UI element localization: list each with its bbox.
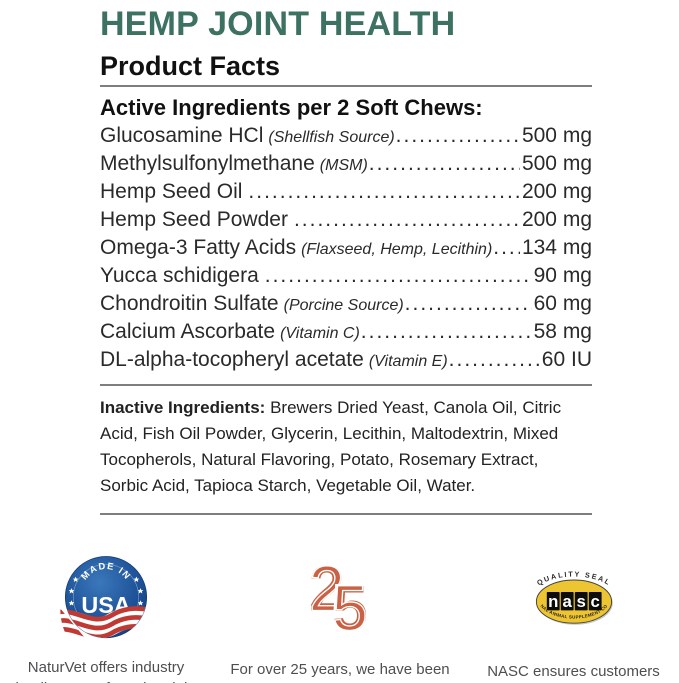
divider: [100, 384, 592, 386]
page-title: HEMP JOINT HEALTH: [100, 5, 456, 43]
table-row: Omega-3 Fatty Acids (Flaxseed, Hemp, Leci…: [100, 235, 592, 263]
table-row: Yucca schidigera .......................…: [100, 263, 592, 291]
ingredient-amount: 134 mg: [521, 236, 592, 259]
dot-leader: ........................................…: [493, 236, 520, 259]
ingredient-name: Omega-3 Fatty Acids (Flaxseed, Hemp, Leci…: [100, 235, 492, 263]
product-facts-heading: Product Facts: [100, 51, 281, 81]
ingredient-name: Hemp Seed Oil: [100, 179, 247, 207]
nasc-letter: c: [590, 592, 599, 611]
nasc-letter: a: [562, 592, 572, 611]
inactive-label: Inactive Ingredients:: [100, 398, 266, 417]
ingredient-name-text: Yucca schidigera: [100, 264, 259, 287]
dot-leader: ........................................…: [448, 348, 540, 371]
anniversary-caption: For over 25 years, we have been manufact…: [228, 661, 451, 683]
digit-2: 2: [309, 560, 345, 625]
inactive-line: Acid, Fish Oil Powder, Glycerin, Lecithi…: [100, 424, 559, 443]
nasc-quality-seal-icon: QUALITY SEAL n a s c: [514, 556, 613, 625]
dot-leader: ........................................…: [264, 264, 532, 287]
ingredient-amount: 200 mg: [521, 180, 592, 203]
table-row: Calcium Ascorbate (Vitamin C) ...........…: [100, 319, 592, 347]
ingredient-amount: 60 mg: [533, 292, 592, 315]
ingredient-note: (Porcine Source): [283, 297, 404, 314]
ingredient-amount: 90 mg: [533, 264, 592, 287]
ingredient-name-text: Hemp Seed Powder: [100, 208, 288, 231]
ingredient-amount: 200 mg: [521, 208, 592, 231]
ingredient-name-text: Omega-3 Fatty Acids: [100, 236, 297, 259]
inactive-ingredients: Inactive Ingredients: Brewers Dried Yeas…: [100, 386, 592, 509]
nasc-letters: n a s c: [546, 592, 602, 611]
digit-2-pinstripe: 2: [309, 560, 345, 625]
footer-column-nasc: QUALITY SEAL n a s c: [468, 556, 679, 683]
ingredient-name: Glucosamine HCl (Shellfish Source): [100, 123, 395, 151]
ingredient-name: Chondroitin Sulfate (Porcine Source): [100, 291, 404, 319]
25-years-badge-icon: 2 2 5 5: [309, 560, 370, 634]
ingredient-name-text: Calcium Ascorbate: [100, 320, 276, 343]
ingredient-name: Hemp Seed Powder: [100, 207, 293, 235]
ingredient-name-text: Chondroitin Sulfate: [100, 292, 279, 315]
nasc-caption: NASC ensures customers that they're rece…: [487, 663, 660, 680]
badge-container: 2 2 5 5: [309, 556, 371, 642]
ingredient-name-text: Hemp Seed Oil: [100, 180, 243, 203]
divider: [100, 85, 592, 87]
ingredient-note: (Flaxseed, Hemp, Lecithin): [301, 241, 493, 258]
dot-leader: ........................................…: [248, 180, 520, 203]
ingredient-note: (Vitamin E): [368, 353, 448, 370]
inactive-line: Sorbic Acid, Tapioca Starch, Vegetable O…: [100, 476, 476, 495]
ingredient-amount: 60 IU: [541, 348, 592, 371]
table-row: DL-alpha-tocopheryl acetate (Vitamin E) .…: [100, 347, 592, 375]
active-ingredients-list: Glucosamine HCl (Shellfish Source) ......…: [100, 123, 592, 375]
dot-leader: ........................................…: [395, 124, 520, 147]
ingredient-name-text: Glucosamine HCl: [100, 124, 264, 147]
nasc-letter: n: [548, 592, 558, 611]
dot-leader: ........................................…: [360, 320, 532, 343]
table-row: Chondroitin Sulfate (Porcine Source) ....…: [100, 291, 592, 319]
digit-5: 5: [332, 572, 368, 634]
dot-leader: ........................................…: [293, 208, 520, 231]
badge-container: MADE IN USA: [59, 556, 153, 642]
product-facts-panel: HEMP JOINT HEALTH Product Facts Active I…: [100, 4, 592, 515]
ingredient-name-text: Methylsulfonylmethane: [100, 152, 315, 175]
ingredient-amount: 58 mg: [533, 320, 592, 343]
dot-leader: ........................................…: [404, 292, 532, 315]
ingredient-amount: 500 mg: [521, 124, 592, 147]
footer-column-usa: MADE IN USA NaturVet offers industry lea…: [0, 556, 212, 683]
inactive-text: Brewers Dried Yeast, Canola Oil, Citric: [270, 398, 562, 417]
dot-leader: ........................................…: [368, 152, 520, 175]
footer-column-anniversary: 2 2 5 5 For over 25 years, we have been …: [212, 556, 468, 683]
usa-caption: NaturVet offers industry leading manufac…: [16, 659, 197, 683]
ingredient-note: (Vitamin C): [280, 325, 360, 342]
made-in-usa-badge-icon: MADE IN USA: [60, 556, 148, 640]
ingredient-name: DL-alpha-tocopheryl acetate (Vitamin E): [100, 347, 448, 375]
table-row: Hemp Seed Powder .......................…: [100, 207, 592, 235]
ingredient-note: (Shellfish Source): [268, 129, 395, 146]
ingredient-name: Yucca schidigera: [100, 263, 264, 291]
ingredient-note: (MSM): [319, 157, 368, 174]
divider: [100, 513, 592, 515]
table-row: Glucosamine HCl (Shellfish Source) ......…: [100, 123, 592, 151]
inactive-line: Tocopherols, Natural Flavoring, Potato, …: [100, 450, 539, 469]
nasc-letter: s: [576, 592, 585, 611]
ingredient-amount: 500 mg: [521, 152, 592, 175]
footer-badges: MADE IN USA NaturVet offers industry lea…: [0, 556, 679, 683]
ingredient-name-text: DL-alpha-tocopheryl acetate: [100, 348, 364, 371]
table-row: Hemp Seed Oil ..........................…: [100, 179, 592, 207]
table-row: Methylsulfonylmethane (MSM) .............…: [100, 151, 592, 179]
badge-container: QUALITY SEAL n a s c: [514, 556, 634, 642]
digit-5-pinstripe: 5: [332, 572, 368, 634]
ingredient-name: Methylsulfonylmethane (MSM): [100, 151, 368, 179]
inactive-line: Inactive Ingredients: Brewers Dried Yeas…: [100, 395, 592, 421]
active-ingredients-heading: Active Ingredients per 2 Soft Chews:: [100, 95, 483, 120]
ingredient-name: Calcium Ascorbate (Vitamin C): [100, 319, 360, 347]
